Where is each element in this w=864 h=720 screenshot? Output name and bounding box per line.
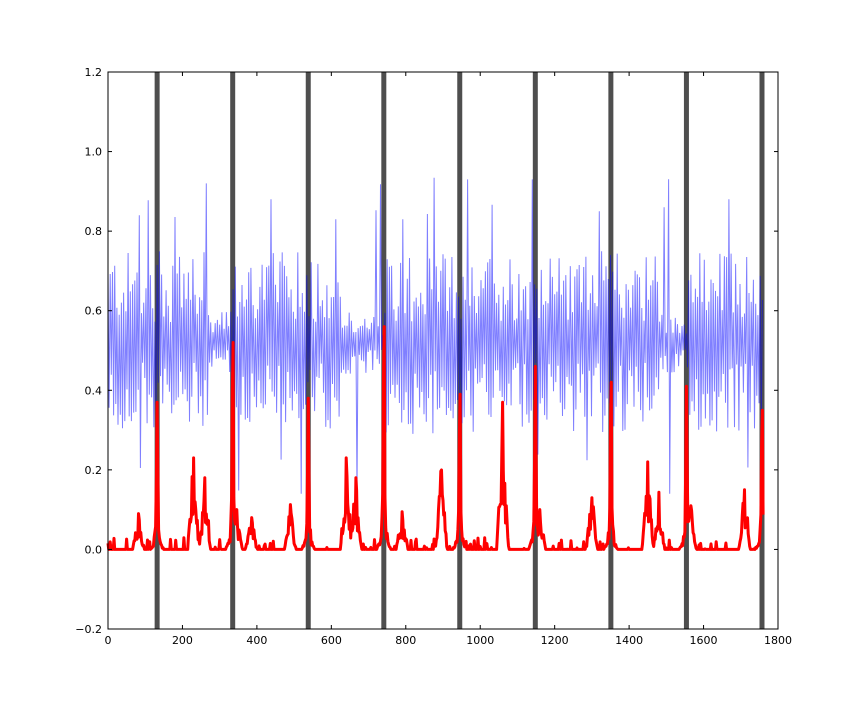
y-tick-label: 0.8	[85, 225, 103, 238]
x-tick-label: 200	[172, 634, 193, 647]
series-red-line	[106, 325, 765, 551]
x-tick-label: 1600	[690, 634, 718, 647]
x-tick-label: 0	[105, 634, 112, 647]
y-tick-label: 1.2	[85, 66, 103, 79]
y-tick-label: 0.2	[85, 464, 103, 477]
y-tick-label: 0.4	[85, 384, 103, 397]
y-tick-label: −0.2	[75, 623, 102, 636]
x-tick-label: 400	[246, 634, 267, 647]
series-blue-line	[107, 177, 763, 494]
y-tick-label: 0.6	[85, 305, 103, 318]
x-tick-label: 1800	[764, 634, 792, 647]
y-axis: −0.2 0.0 0.2 0.4 0.6 0.8 1.0 1.2	[75, 66, 778, 636]
x-tick-label: 1000	[466, 634, 494, 647]
x-tick-label: 1400	[615, 634, 643, 647]
x-tick-label: 600	[321, 634, 342, 647]
x-tick-label: 800	[395, 634, 416, 647]
plot-frame	[107, 71, 779, 630]
y-tick-label: 1.0	[85, 146, 103, 159]
x-axis: 0 200 400 600 800 1000 1200 1400 1600 1800	[105, 72, 792, 647]
x-tick-label: 1200	[541, 634, 569, 647]
series-group	[106, 177, 765, 551]
y-tick-label: 0.0	[85, 543, 103, 556]
